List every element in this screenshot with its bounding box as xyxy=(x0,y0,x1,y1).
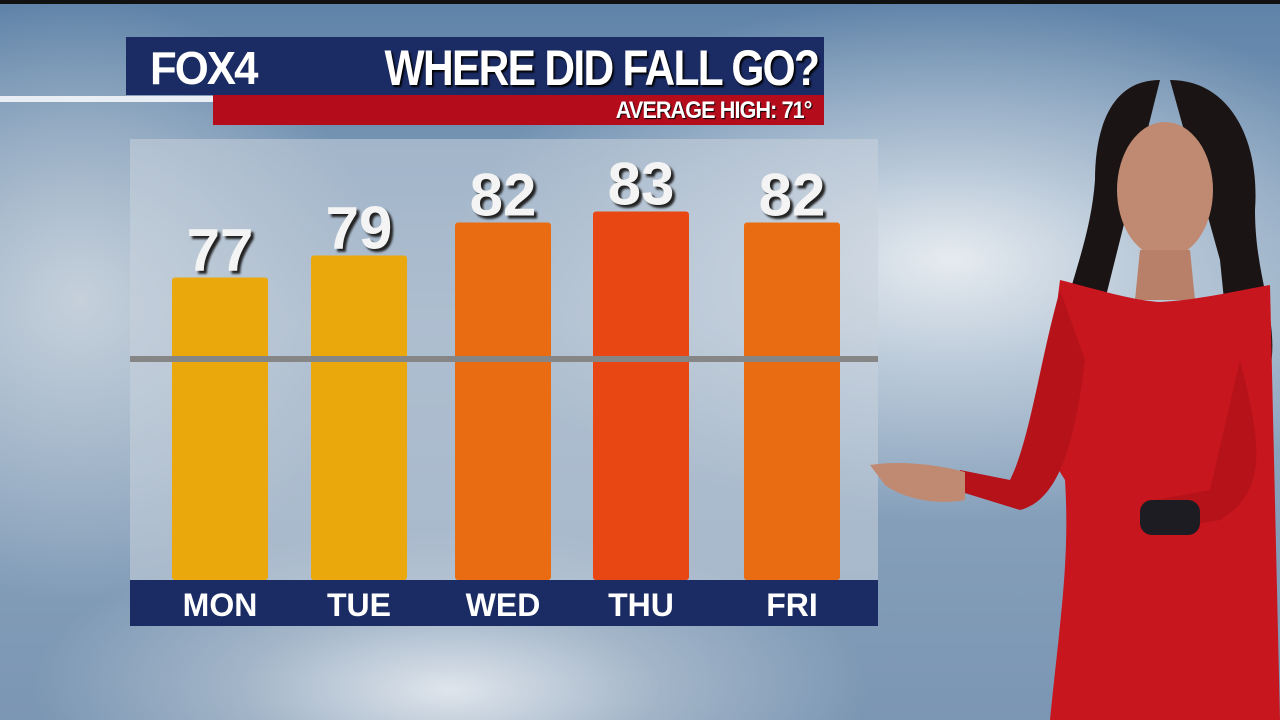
average-high-line xyxy=(130,356,878,362)
subtitle-banner: AVERAGE HIGH: 71° xyxy=(213,95,824,125)
fox4-logo: FOX4 xyxy=(150,42,258,94)
presenter-figure xyxy=(870,80,1280,720)
bar-thu xyxy=(593,211,689,580)
day-label: MON xyxy=(183,587,258,623)
accent-line xyxy=(0,96,214,102)
day-label: TUE xyxy=(327,587,391,623)
data-label: 83 xyxy=(608,151,675,218)
average-high-label: AVERAGE HIGH: 71° xyxy=(616,97,813,124)
data-label: 82 xyxy=(759,162,826,229)
day-label: WED xyxy=(466,587,541,623)
header-banner: FOX4 WHERE DID FALL GO? xyxy=(126,37,824,96)
day-label-band xyxy=(130,580,878,626)
bar-wed xyxy=(455,222,551,580)
data-label: 79 xyxy=(326,195,393,262)
top-border xyxy=(0,0,1280,4)
day-label: FRI xyxy=(766,587,818,623)
data-label: 82 xyxy=(470,162,537,229)
data-label: 77 xyxy=(187,217,254,284)
bar-mon xyxy=(172,277,268,580)
page-title: WHERE DID FALL GO? xyxy=(384,40,819,96)
day-label: THU xyxy=(608,587,674,623)
bar-tue xyxy=(311,255,407,580)
bar-fri xyxy=(744,222,840,580)
